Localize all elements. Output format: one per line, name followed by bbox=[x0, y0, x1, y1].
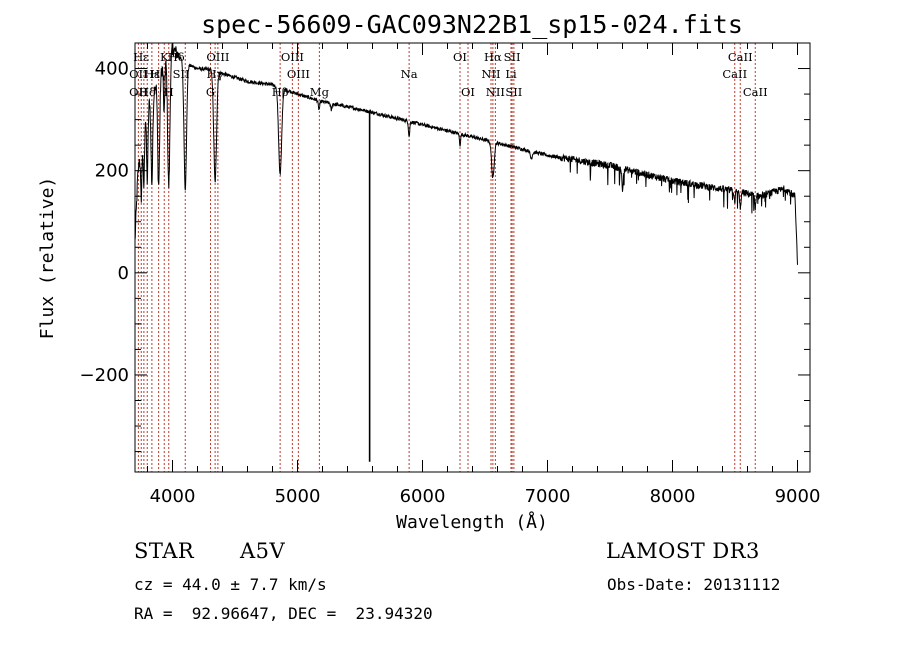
line-label: Hε bbox=[144, 67, 160, 81]
line-marker-group bbox=[137, 43, 756, 472]
x-tick-label: 7000 bbox=[525, 486, 571, 507]
y-tick-label: −200 bbox=[80, 365, 129, 386]
line-label: NII bbox=[481, 67, 500, 81]
axis-ticks bbox=[135, 42, 810, 472]
line-label: OIII bbox=[281, 50, 304, 64]
line-label: K bbox=[160, 50, 169, 64]
line-label: H bbox=[164, 85, 174, 99]
line-label: Na bbox=[401, 67, 418, 81]
y-tick-label: 400 bbox=[95, 59, 129, 80]
line-label: OII bbox=[129, 67, 148, 81]
line-label: CaII bbox=[722, 67, 747, 81]
x-tick-label: 6000 bbox=[400, 486, 446, 507]
object-subclass: A5V bbox=[240, 539, 286, 563]
plot-frame bbox=[134, 42, 811, 473]
x-tick-label: 8000 bbox=[650, 486, 696, 507]
y-tick-label: 0 bbox=[118, 263, 129, 284]
line-label: SII bbox=[505, 85, 522, 99]
y-axis-label: Flux (relative) bbox=[37, 177, 58, 340]
line-label: OII bbox=[129, 85, 148, 99]
x-tick-label: 5000 bbox=[275, 486, 321, 507]
line-label: G bbox=[206, 85, 215, 99]
x-tick-label: 4000 bbox=[150, 486, 196, 507]
line-label: NII bbox=[486, 85, 505, 99]
x-tick-label: 9000 bbox=[775, 486, 821, 507]
line-label: Mg bbox=[310, 85, 330, 99]
chart-title: spec-56609-GAC093N22B1_sp15-024.fits bbox=[201, 10, 743, 39]
line-label: SII bbox=[173, 67, 190, 81]
obs-date-readout: Obs-Date: 20131112 bbox=[607, 575, 781, 594]
line-label: OIII bbox=[287, 67, 310, 81]
line-label: Hα bbox=[484, 50, 502, 64]
flux-series-line bbox=[134, 42, 798, 265]
line-label: CaII bbox=[743, 85, 768, 99]
line-label: Hβ bbox=[272, 85, 289, 99]
line-label: Li bbox=[505, 67, 517, 81]
line-label: CaII bbox=[728, 50, 753, 64]
y-tick-label: 200 bbox=[95, 161, 129, 182]
line-label: OI bbox=[453, 50, 467, 64]
redshift-readout: cz = 44.0 ± 7.7 km/s bbox=[134, 575, 327, 594]
line-label: SII bbox=[504, 50, 521, 64]
line-label: OI bbox=[461, 85, 475, 99]
survey-name: LAMOST DR3 bbox=[606, 539, 760, 563]
axis-tick-labels: 4000 5000 6000 7000 8000 9000 −200 0 200 400 bbox=[80, 59, 821, 507]
coordinates-readout: RA = 92.96647, DEC = 23.94320 bbox=[134, 604, 433, 623]
line-label: Hδ bbox=[139, 85, 156, 99]
line-label: OIII bbox=[206, 50, 229, 64]
object-class: STAR bbox=[134, 539, 195, 563]
x-axis-label: Wavelength (Å) bbox=[396, 511, 548, 533]
line-label: Hε bbox=[133, 50, 149, 64]
